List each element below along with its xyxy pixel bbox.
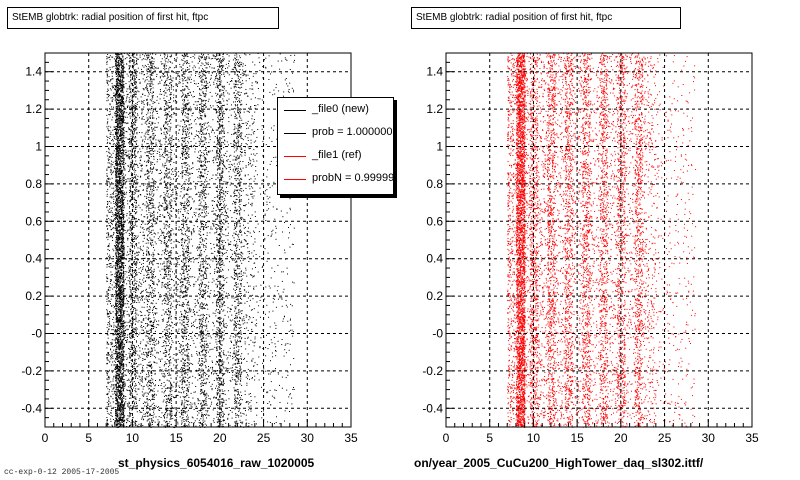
y-tick-label: 0.6 xyxy=(426,214,443,228)
y-tick-label: 0.8 xyxy=(25,177,42,191)
legend-entry: _file1 (ref) xyxy=(278,146,394,166)
legend-label: prob = 1.000000 xyxy=(312,126,392,138)
y-tick-label: -0.4 xyxy=(21,401,42,415)
y-tick-label: 1.2 xyxy=(25,102,42,116)
y-tick-label: -0.2 xyxy=(21,364,42,378)
y-tick-label: 0.6 xyxy=(25,214,42,228)
left-plot-x-caption: st_physics_6054016_raw_1020005 xyxy=(118,456,314,470)
y-tick-label: 1.4 xyxy=(426,65,443,79)
legend-label: probN = 0.999996 xyxy=(312,172,394,184)
timestamp-text: cc-exp-0-12 2005-17-2005 xyxy=(4,468,119,477)
x-tick-label: 35 xyxy=(745,431,759,445)
right-plot-x-caption: on/year_2005_CuCu200_HighTower_daq_sl302… xyxy=(414,456,703,470)
y-tick-label: 0.4 xyxy=(25,252,42,266)
x-tick-label: 15 xyxy=(169,431,183,445)
x-tick-label: 15 xyxy=(570,431,584,445)
x-tick-label: 20 xyxy=(213,431,227,445)
y-tick-label: 1.4 xyxy=(25,65,42,79)
y-tick-label: -0.4 xyxy=(422,401,443,415)
legend-swatch xyxy=(284,133,306,134)
y-tick-label: -0.2 xyxy=(422,364,443,378)
legend-label: _file1 (ref) xyxy=(312,149,362,161)
y-tick-label: -0 xyxy=(432,327,443,341)
y-tick-label: 0.4 xyxy=(426,252,443,266)
x-tick-label: 10 xyxy=(126,431,140,445)
x-tick-label: 25 xyxy=(257,431,271,445)
y-tick-label: 0.2 xyxy=(426,289,443,303)
y-tick-label: -0 xyxy=(31,327,42,341)
y-tick-label: 1.2 xyxy=(426,102,443,116)
x-tick-label: 5 xyxy=(486,431,493,445)
x-tick-label: 10 xyxy=(527,431,541,445)
x-tick-label: 20 xyxy=(614,431,628,445)
y-tick-label: 0.8 xyxy=(426,177,443,191)
x-tick-label: 5 xyxy=(85,431,92,445)
legend: _file0 (new) prob = 1.000000 _file1 (ref… xyxy=(277,97,394,195)
y-tick-label: 1 xyxy=(35,140,42,154)
legend-entry: _file0 (new) xyxy=(278,100,394,120)
legend-swatch xyxy=(284,110,306,111)
x-tick-label: 0 xyxy=(443,431,450,445)
legend-entry: prob = 1.000000 xyxy=(278,123,394,143)
x-tick-label: 25 xyxy=(658,431,672,445)
x-tick-label: 30 xyxy=(301,431,315,445)
legend-swatch xyxy=(284,179,306,180)
y-tick-label: 0.2 xyxy=(25,289,42,303)
legend-swatch xyxy=(284,156,306,157)
x-tick-label: 0 xyxy=(42,431,49,445)
x-tick-label: 30 xyxy=(702,431,716,445)
legend-label: _file0 (new) xyxy=(312,103,369,115)
y-tick-label: 1 xyxy=(436,140,443,154)
x-tick-label: 35 xyxy=(344,431,358,445)
right-plot: 0 5 10 15 20 25 30 35 -0.4 -0.2 -0 0.2 0.4 0.6 0.8 1 1.2… xyxy=(422,53,759,445)
legend-entry: probN = 0.999996 xyxy=(278,169,394,189)
